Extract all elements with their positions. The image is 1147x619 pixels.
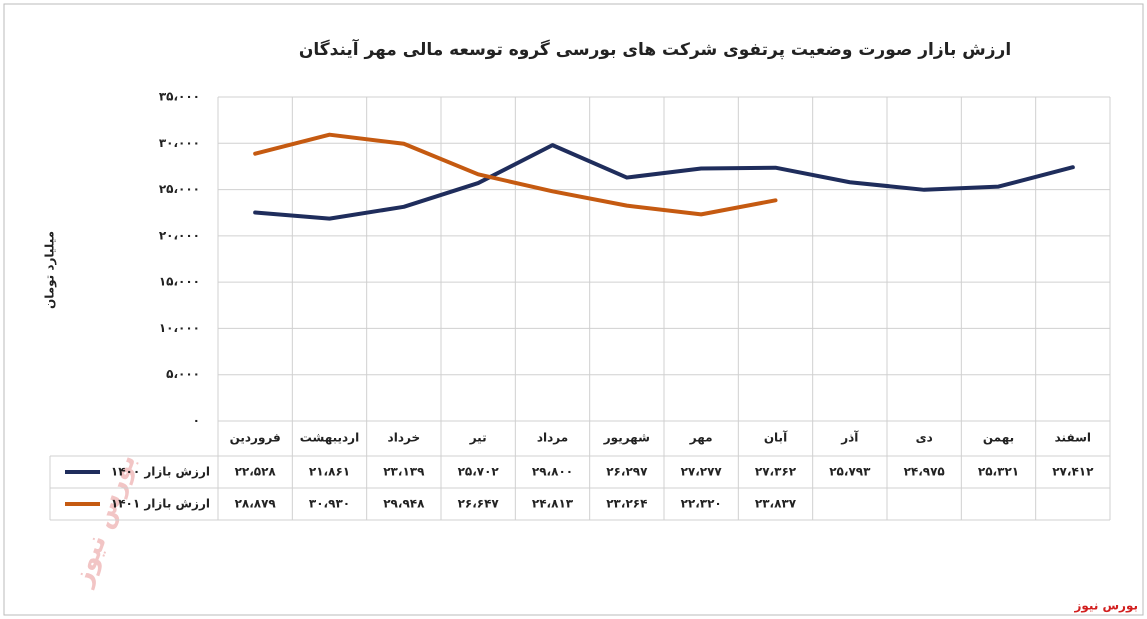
data-label: ۲۷،۴۱۲ — [1052, 465, 1094, 479]
data-label: ۲۴،۸۱۳ — [532, 497, 574, 511]
x-tick-label: اسفند — [1055, 431, 1091, 445]
data-label: ۲۸،۸۷۹ — [235, 497, 277, 511]
x-tick-label: آذر — [840, 430, 859, 445]
data-label: ۲۱،۸۶۱ — [309, 465, 350, 479]
data-label: ۲۳،۱۳۹ — [383, 465, 425, 479]
chart-frame — [3, 3, 1144, 616]
y-tick-label: ۲۵،۰۰۰ — [159, 182, 200, 196]
data-label: ۲۶،۲۹۷ — [606, 465, 648, 479]
data-label: ۳۰،۹۳۰ — [309, 497, 350, 511]
x-tick-label: آبان — [764, 430, 788, 445]
data-label: ۲۵،۷۰۲ — [458, 465, 500, 479]
y-tick-label: ۲۰،۰۰۰ — [159, 228, 200, 242]
source: بورس نیوز — [1073, 599, 1138, 614]
x-tick-label: شهریور — [603, 431, 650, 446]
y-tick-label: ۱۵،۰۰۰ — [159, 275, 200, 289]
series-line — [253, 143, 1075, 221]
x-tick-label: فروردین — [230, 431, 281, 446]
series-line — [253, 132, 778, 217]
data-label: ۲۹،۹۴۸ — [383, 497, 425, 511]
x-tick-label: مرداد — [537, 431, 568, 445]
data-label: ۲۷،۳۶۲ — [755, 465, 797, 479]
y-tick-label: ۵،۰۰۰ — [166, 367, 200, 381]
y-tick-label: ۳۰،۰۰۰ — [159, 136, 200, 150]
y-tick-label: ۱۰،۰۰۰ — [159, 321, 200, 335]
data-label: ۲۵،۷۹۳ — [829, 465, 871, 479]
data-label: ۲۴،۹۷۵ — [904, 465, 945, 479]
x-tick-label: خرداد — [388, 431, 421, 445]
y-tick-label: ۰ — [193, 414, 200, 428]
x-tick-label: دی — [916, 431, 933, 445]
data-label: ۲۲،۵۲۸ — [235, 465, 277, 479]
chart-title: ارزش بازار صورت وضعیت پرتفوی شرکت های بو… — [299, 38, 1011, 60]
data-label: ۲۷،۲۷۷ — [681, 465, 723, 479]
x-tick-label: تیر — [469, 431, 487, 445]
data-label: ۲۵،۳۲۱ — [978, 465, 1019, 479]
data-label: ۲۶،۶۴۷ — [458, 497, 500, 511]
legend-label: ارزش بازار ۱۴۰۰ — [111, 465, 210, 479]
data-label: ۲۹،۸۰۰ — [532, 465, 573, 479]
legend-label: ارزش بازار ۱۴۰۱ — [111, 497, 210, 511]
y-axis-label: میلیارد تومان — [43, 231, 58, 309]
x-tick-label: بهمن — [983, 431, 1014, 445]
data-label: ۲۲،۳۲۰ — [681, 497, 722, 511]
data-label: ۲۳،۸۳۷ — [755, 497, 797, 511]
y-tick-label: ۳۵،۰۰۰ — [159, 90, 200, 104]
x-tick-label: اردیبهشت — [300, 431, 359, 445]
data-label: ۲۳،۲۶۴ — [606, 497, 647, 511]
x-tick-label: مهر — [689, 431, 713, 445]
